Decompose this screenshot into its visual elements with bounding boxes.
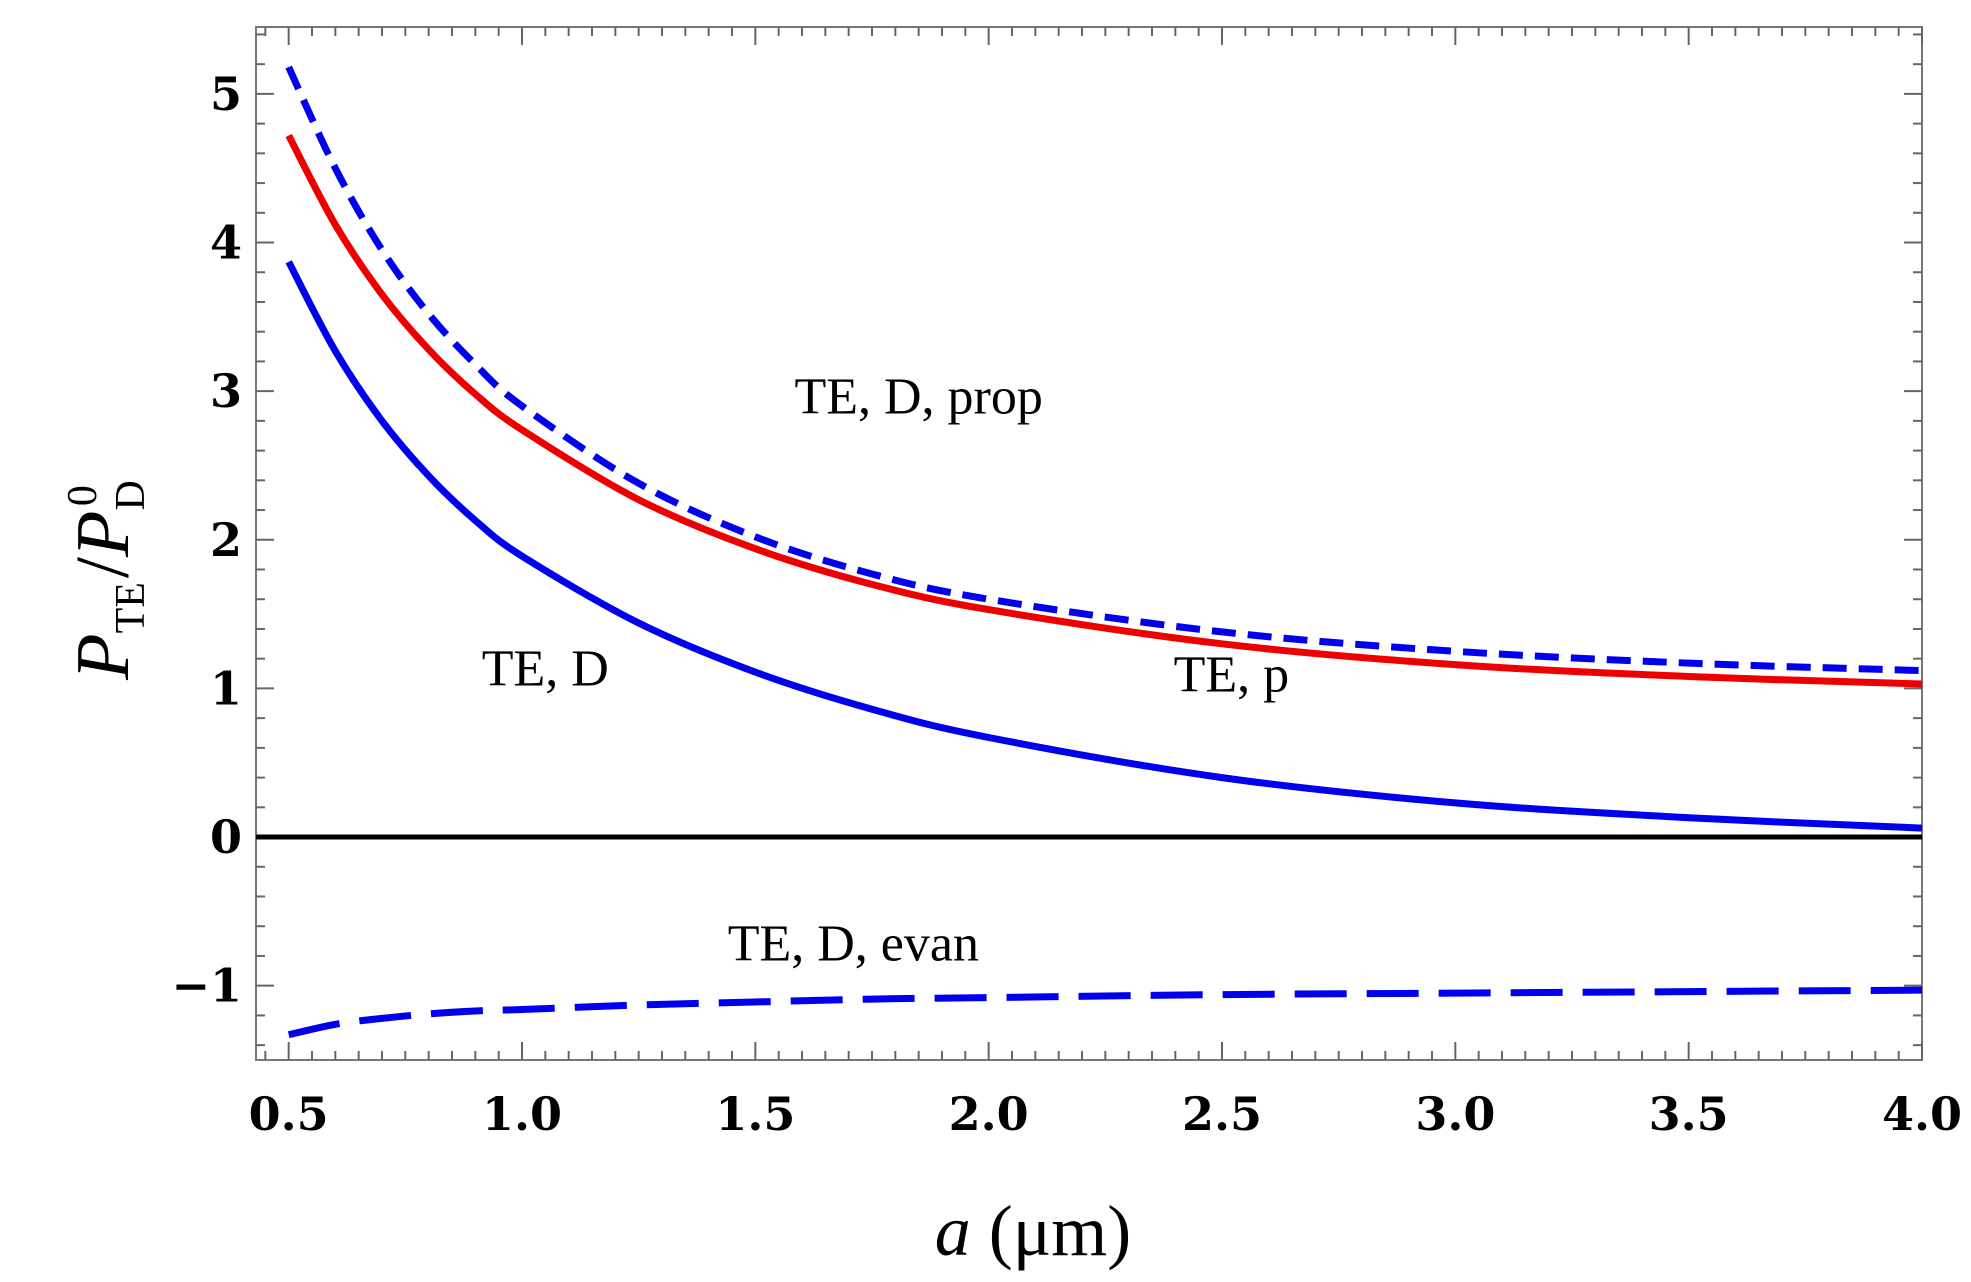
- x-tick-label: 2.0: [949, 1087, 1029, 1141]
- annotations: TE, D, prop TE, p TE, D TE, D, evan: [482, 368, 1289, 972]
- series-line-te-d: [285, 260, 1923, 832]
- x-tick-label: 1.5: [715, 1087, 795, 1141]
- series-line-te-d-prop: [285, 65, 1923, 675]
- annotation-evan: TE, D, evan: [728, 915, 979, 972]
- plot-frame: [255, 26, 1923, 1061]
- annotation-d: TE, D: [482, 640, 609, 697]
- series-group: [285, 65, 1923, 1039]
- y-tick-label: 4: [210, 216, 242, 270]
- x-axis-title: a (μm): [935, 1191, 1132, 1271]
- y-tick-label: 1: [210, 661, 242, 715]
- y-tick-label: 0: [210, 810, 242, 864]
- annotation-prop: TE, D, prop: [794, 368, 1042, 425]
- x-tick-label: 3.0: [1415, 1087, 1495, 1141]
- y-tick-label: −1: [171, 959, 242, 1013]
- x-tick-label: 2.5: [1182, 1087, 1262, 1141]
- y-tick-label: 5: [210, 67, 242, 121]
- y-tick-labels: −1 0 1 2 3 4 5: [171, 67, 242, 1013]
- axis-ticks: [256, 27, 1923, 1060]
- series-line-te-p: [285, 133, 1923, 688]
- y-tick-label: 3: [210, 364, 242, 418]
- annotation-p: TE, p: [1174, 646, 1290, 703]
- y-axis-title: PTE/PD0: [60, 480, 154, 681]
- y-tick-label: 2: [210, 513, 242, 567]
- x-tick-label: 4.0: [1882, 1087, 1962, 1141]
- x-tick-label: 1.0: [482, 1087, 562, 1141]
- x-tick-labels: 0.5 1.0 1.5 2.0 2.5 3.0 3.5 4.0: [249, 1087, 1962, 1141]
- x-tick-label: 0.5: [249, 1087, 329, 1141]
- plot-frame-group: [255, 26, 1923, 1061]
- series-line-te-d-evan: [287, 986, 1923, 1039]
- x-tick-label: 3.5: [1649, 1087, 1729, 1141]
